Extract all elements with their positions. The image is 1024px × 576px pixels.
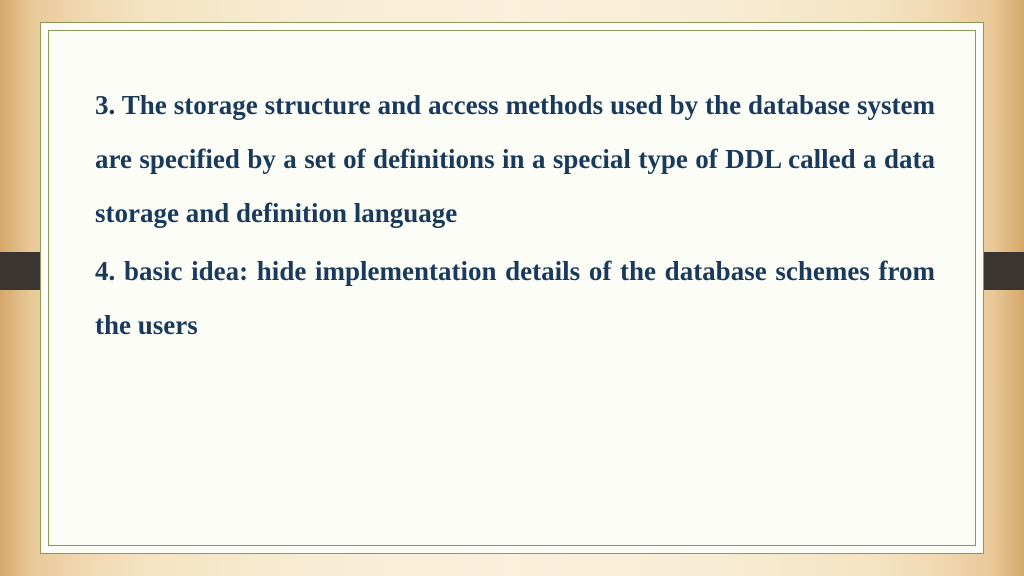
item-3-number: 3. (95, 90, 115, 120)
item-4-number: 4. (95, 256, 115, 286)
slide-content: 3. The storage structure and access meth… (95, 78, 935, 352)
ribbon-right (984, 252, 1024, 290)
ribbon-left (0, 252, 40, 290)
item-3-text: The storage structure and access methods… (95, 90, 935, 228)
item-4-text: basic idea: hide implementation details … (95, 256, 935, 340)
list-item-3: 3. The storage structure and access meth… (95, 78, 935, 240)
list-item-4: 4. basic idea: hide implementation detai… (95, 244, 935, 352)
